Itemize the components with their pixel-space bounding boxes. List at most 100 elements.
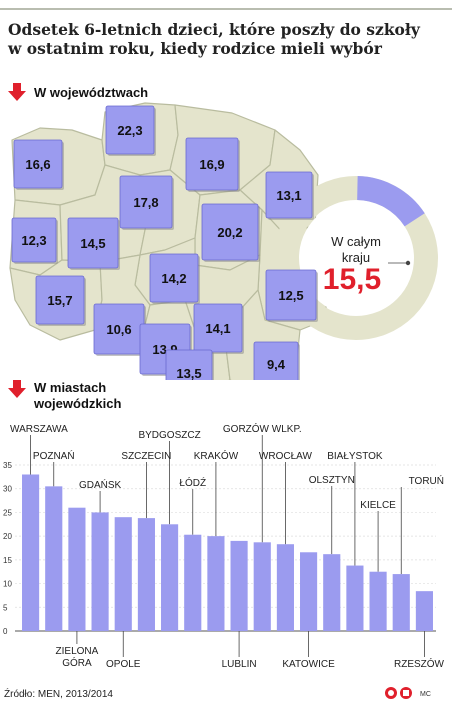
national-label-line-2: kraju <box>342 250 370 265</box>
publisher-logo-icon <box>385 687 412 699</box>
section-regions: W województwach <box>34 85 148 101</box>
bar <box>207 536 225 631</box>
bar <box>161 524 179 631</box>
category-label: KATOWICE <box>282 659 335 670</box>
region-value: 17,8 <box>133 195 158 210</box>
category-label: OPOLE <box>106 659 141 670</box>
y-tick-label: 5 <box>3 603 8 612</box>
region-tile <box>193 303 243 353</box>
category-label: WROCŁAW <box>259 451 313 462</box>
region-tile <box>201 203 259 261</box>
red-down-arrow-icon <box>8 83 26 101</box>
region-value: 20,2 <box>217 225 242 240</box>
bar <box>276 544 294 631</box>
y-tick-label: 20 <box>3 532 12 541</box>
title-line-1: Odsetek 6-letnich dzieci, które poszły d… <box>8 20 420 39</box>
national-label-line-1: W całym <box>331 234 381 249</box>
category-label: BYDGOSZCZ <box>138 430 200 441</box>
y-tick-label: 35 <box>3 461 12 470</box>
bar <box>184 534 202 631</box>
region-tile <box>165 349 213 380</box>
region-tile <box>105 105 155 155</box>
region-value: 13,1 <box>276 188 301 203</box>
category-label: GDAŃSK <box>79 478 122 491</box>
bar <box>230 540 248 631</box>
region-value: 14,5 <box>80 236 105 251</box>
bar <box>392 574 410 631</box>
author-initials: MC <box>420 691 431 698</box>
category-label: LUBLIN <box>222 659 257 670</box>
bar <box>91 512 109 631</box>
category-label: RZESZÓW <box>394 657 445 670</box>
bar <box>323 554 341 631</box>
bar <box>114 517 132 631</box>
bar <box>253 542 271 631</box>
category-label: TORUŃ <box>409 474 444 487</box>
region-value: 10,6 <box>106 322 131 337</box>
y-tick-label: 30 <box>3 485 12 494</box>
region-value: 12,3 <box>21 233 46 248</box>
y-tick-label: 25 <box>3 508 12 517</box>
section-cities-line-1: W miastach <box>34 380 107 395</box>
category-label: KRAKÓW <box>194 449 239 462</box>
source-note: Źródło: MEN, 2013/2014 <box>4 689 113 700</box>
category-label: OLSZTYN <box>309 475 355 486</box>
category-label: WARSZAWA <box>10 424 68 435</box>
section-cities-line-2: wojewódzkich <box>34 396 122 411</box>
donut-hole <box>299 201 413 315</box>
region-tile <box>149 253 199 303</box>
region-value: 15,7 <box>47 293 72 308</box>
region-value: 12,5 <box>278 288 303 303</box>
region-value: 14,1 <box>205 321 230 336</box>
region-value: 16,9 <box>199 157 224 172</box>
red-down-arrow-icon <box>8 380 26 398</box>
category-label: BIAŁYSTOK <box>327 451 383 462</box>
y-tick-label: 15 <box>3 556 12 565</box>
top-rule <box>0 8 452 10</box>
region-tile <box>253 341 299 380</box>
region-tile <box>35 275 85 325</box>
national-label-group: W całym kraju 15,5 <box>323 234 411 296</box>
bar <box>415 591 433 631</box>
donut-share-arc <box>357 176 425 227</box>
regions-map: W całym kraju 15,5 22,3 16,6 16,9 17,8 13,1 1… <box>9 102 438 380</box>
title-line-2: w ostatnim roku, kiedy rodzice mieli wyb… <box>8 39 382 58</box>
donut-track <box>274 176 438 340</box>
chart-title: Odsetek 6-letnich dzieci, które poszły d… <box>8 20 448 58</box>
bar <box>45 486 63 631</box>
region-tile <box>265 171 313 219</box>
bar <box>346 565 364 631</box>
bar <box>369 571 387 631</box>
national-donut <box>274 176 438 340</box>
bar <box>68 507 86 631</box>
y-tick-label: 0 <box>3 627 8 636</box>
category-label: SZCZECIN <box>121 451 171 462</box>
y-tick-label: 10 <box>3 580 12 589</box>
section-regions-label: W województwach <box>34 85 149 100</box>
region-value: 9,4 <box>267 357 286 372</box>
national-leader-dot <box>405 260 411 266</box>
category-label: GORZÓW WLKP. <box>223 422 302 435</box>
region-tile <box>13 139 63 189</box>
national-value: 15,5 <box>323 263 381 296</box>
region-tile <box>67 217 119 269</box>
region-value: 22,3 <box>117 123 142 138</box>
section-cities: W miastach wojewódzkich <box>34 380 121 412</box>
region-tile <box>265 269 317 321</box>
region-tile <box>11 217 57 263</box>
bar <box>22 474 40 631</box>
category-label: ZIELONA <box>56 646 99 657</box>
category-label: POZNAŃ <box>33 449 75 462</box>
cities-bar-chart: 0 5 10 15 20 25 30 35 WARSZAWA POZNAŃ GDAŃSK SZCZEC… <box>3 422 445 670</box>
category-label: GÓRA <box>62 656 92 669</box>
region-tiles: 22,3 16,6 16,9 17,8 13,1 12,3 14,5 20,2 14,2 15,7… <box>11 105 318 380</box>
region-value: 16,6 <box>25 157 50 172</box>
region-value: 14,2 <box>161 271 186 286</box>
region-value: 13,5 <box>176 366 201 380</box>
category-label: ŁÓDŹ <box>179 476 206 489</box>
bar <box>137 518 155 631</box>
region-tile <box>119 175 173 229</box>
region-tile <box>185 137 239 191</box>
category-label: KIELCE <box>360 500 396 511</box>
bar <box>300 552 318 631</box>
